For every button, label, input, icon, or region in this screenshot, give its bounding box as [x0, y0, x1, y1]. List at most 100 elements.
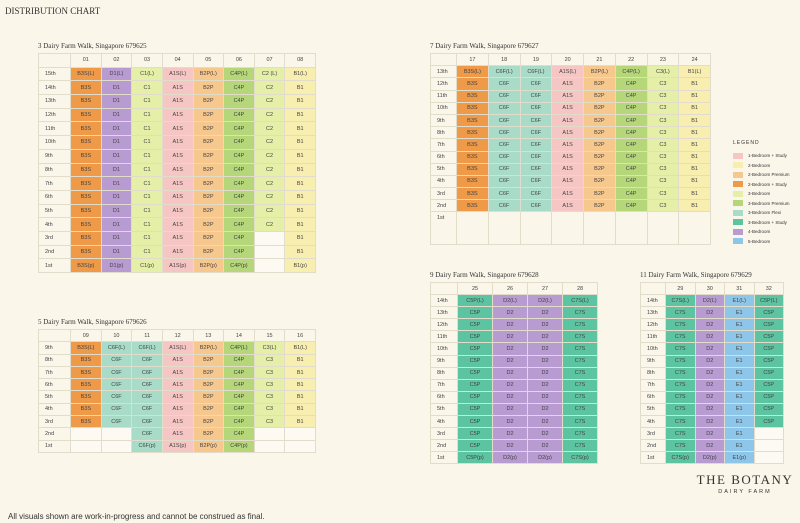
floor-label: 12th	[38, 107, 71, 123]
floor-row: 5th C5P D2 D2 C7S	[430, 402, 598, 417]
floor-row: 4th B3S C6F C6F A1S B2P C4P C3 B1	[430, 174, 711, 189]
empty-cell	[614, 211, 648, 246]
unit-cell: C4P	[223, 94, 255, 109]
unit-cell: C7S	[665, 402, 696, 417]
unit-cell: C6F	[100, 365, 133, 380]
unit-cell: C4P	[223, 217, 255, 232]
unit-cell: B2P	[583, 113, 616, 128]
legend-label: 3-Bedroom	[748, 191, 771, 197]
legend-label: 3-Bedroom Premium	[748, 200, 790, 206]
unit-cell: B3S	[456, 150, 489, 164]
brand-name: THE BOTANY	[696, 472, 794, 487]
stack-label: 32	[753, 281, 784, 296]
unit-cell: C7S	[562, 354, 598, 368]
unit-cell: B3S	[70, 415, 102, 429]
unit-cell: B3S	[70, 148, 102, 164]
unit-cell: B1	[678, 89, 711, 103]
unit-cell: D2(L)	[527, 294, 563, 308]
unit-cell: C5P	[753, 366, 784, 380]
legend-swatch	[733, 171, 743, 178]
unit-cell: B3S	[70, 378, 102, 392]
unit-cell: D2	[492, 427, 528, 441]
stack-label: 21	[583, 52, 616, 67]
unit-cell: A1S(L)	[551, 65, 584, 79]
floor-row: 8th B3S C6F C6F A1S B2P C4P C3 B1	[38, 353, 316, 367]
floor-label: 6th	[430, 150, 457, 164]
block-title: 3 Dairy Farm Walk, Singapore 679625	[38, 42, 147, 50]
unit-cell: C7S	[562, 427, 598, 441]
unit-cell: B2P	[192, 203, 225, 219]
floor-row: 10th C5P D2 D2 C7S	[430, 342, 598, 356]
unit-cell: C7S	[665, 318, 696, 332]
floor-row: 3rd B3S C6F C6F A1S B2P C4P C3 B1	[38, 415, 316, 429]
floor-label: 10th	[38, 135, 71, 150]
floor-label: 5th	[38, 390, 71, 404]
floor-label: 3rd	[430, 427, 458, 441]
unit-cell: C3	[253, 353, 286, 367]
unit-cell: C6F	[100, 378, 133, 392]
unit-cell: B3S	[456, 77, 489, 91]
unit-cell: D2	[527, 342, 563, 356]
unit-cell: D2	[527, 366, 563, 380]
unit-cell: A1S	[551, 113, 584, 128]
unit-cell: A1S	[161, 244, 194, 260]
unit-cell: C7S	[562, 342, 598, 356]
floor-label: 7th	[430, 378, 458, 392]
floor-label: 8th	[430, 366, 458, 380]
unit-cell: C7S	[665, 330, 696, 344]
unit-cell: D2	[527, 415, 563, 429]
unit-cell: C6F	[487, 150, 521, 164]
unit-cell: B1	[284, 203, 316, 219]
unit-cell: C6F	[519, 113, 553, 128]
unit-cell: D2	[694, 439, 725, 453]
floor-row: 10th B3S C6F C6F A1S B2P C4P C3 B1	[430, 101, 711, 115]
empty-cell	[753, 439, 784, 453]
floor-label: 8th	[430, 126, 457, 140]
unit-cell: C6F	[131, 353, 163, 367]
floor-label: 10th	[430, 101, 457, 115]
unit-cell: D1(L)	[100, 66, 133, 82]
unit-cell: B1	[284, 148, 316, 164]
unit-cell: B2P	[192, 353, 225, 367]
legend-label: 5-Bedroom	[748, 238, 771, 244]
floor-label: 10th	[430, 342, 458, 356]
legend-label: 1-Bedroom + Study	[748, 153, 787, 159]
unit-cell: B2P	[192, 176, 225, 191]
unit-cell: B1	[284, 94, 316, 109]
floor-row: 9th B3S D1 C1 A1S B2P C4P C2 B1	[38, 148, 316, 164]
legend-swatch	[733, 219, 743, 226]
stack-label: 16	[284, 328, 316, 343]
unit-cell: C4P	[614, 113, 648, 128]
unit-cell: C6F	[519, 126, 553, 140]
legend-swatch	[733, 238, 743, 245]
unit-cell: C3	[253, 415, 286, 429]
unit-cell: D2(p)	[527, 451, 563, 465]
unit-cell: C1	[131, 176, 163, 191]
stack-label: 23	[646, 52, 680, 67]
unit-cell: C4P	[223, 203, 255, 219]
unit-cell: A1S	[161, 107, 194, 123]
unit-cell: B2P	[192, 107, 225, 123]
unit-cell: C7S	[562, 378, 598, 392]
unit-cell: C5P	[457, 439, 493, 453]
unit-cell: C1(L)	[131, 66, 163, 82]
stack-label: 29	[665, 281, 696, 296]
unit-cell: B1	[678, 174, 711, 189]
floor-label: 6th	[38, 189, 71, 205]
floor-row: 7th C5P D2 D2 C7S	[430, 378, 598, 392]
unit-cell: D2	[527, 390, 563, 404]
unit-cell: C7S	[562, 390, 598, 404]
unit-cell: C6F	[487, 174, 521, 189]
empty-cell	[253, 258, 286, 273]
unit-cell: B3S	[456, 101, 489, 115]
floor-label: 15th	[38, 66, 71, 82]
floor-row: 3rd B3S D1 C1 A1S B2P C4P B1	[38, 230, 316, 246]
floor-label: 4th	[640, 415, 666, 429]
legend-item: 5-Bedroom	[733, 237, 790, 247]
legend-item: 2-Bedroom Premium	[733, 170, 790, 180]
unit-cell: C4P	[223, 162, 255, 178]
unit-cell: C5P	[457, 306, 493, 320]
unit-cell: B2P	[192, 80, 225, 96]
unit-cell: C1	[131, 107, 163, 123]
stack-label: 22	[614, 52, 648, 67]
